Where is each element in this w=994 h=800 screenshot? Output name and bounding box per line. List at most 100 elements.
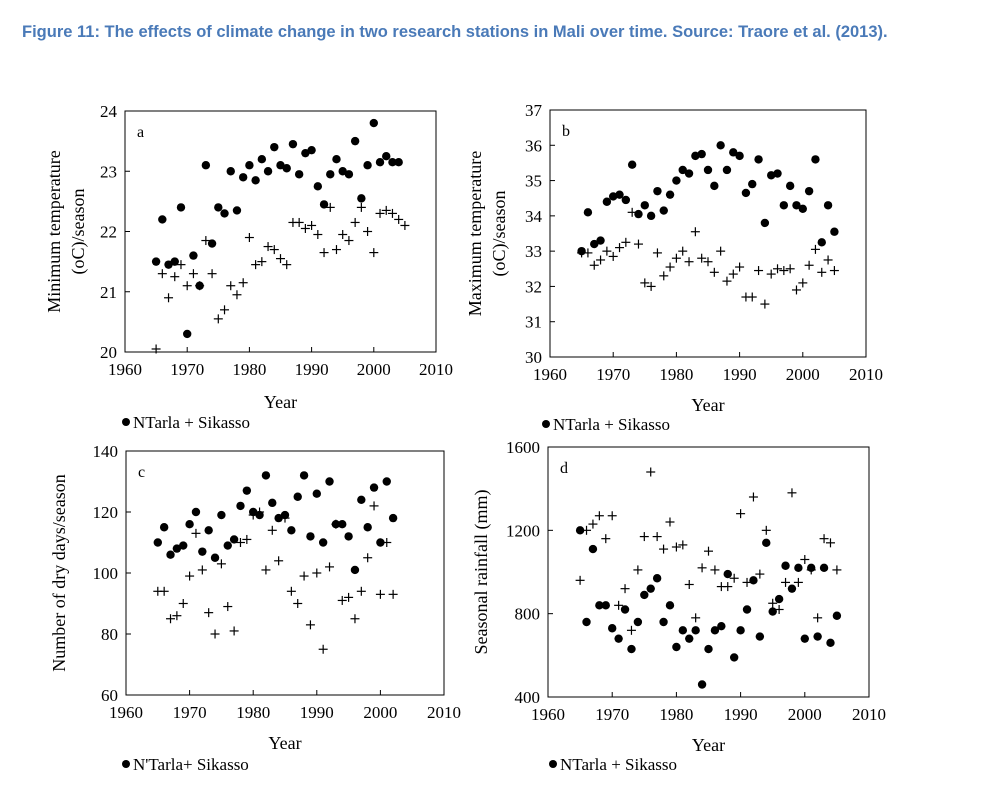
data-point-ntarla xyxy=(787,584,797,593)
legend-text: NTarla + Sikasso xyxy=(553,415,670,434)
data-point-ntarla xyxy=(232,206,242,215)
data-point-sikasso xyxy=(263,242,273,252)
data-point-sikasso xyxy=(261,565,271,575)
x-axis-title: Year xyxy=(692,735,725,755)
data-point-sikasso xyxy=(394,214,404,224)
data-point-sikasso xyxy=(185,571,195,581)
data-point-ntarla xyxy=(741,188,751,198)
data-point-sikasso xyxy=(602,246,612,256)
data-point-ntarla xyxy=(653,186,662,196)
y-tick-label: 80 xyxy=(101,625,118,644)
data-point-ntarla xyxy=(251,176,260,185)
data-point-sikasso xyxy=(832,565,842,575)
data-point-ntarla xyxy=(588,544,598,554)
y-tick-label: 400 xyxy=(515,688,541,707)
panel-letter: b xyxy=(562,123,570,140)
data-point-sikasso xyxy=(229,626,239,636)
data-point-ntarla xyxy=(301,148,310,158)
data-point-ntarla xyxy=(382,477,391,486)
data-point-ntarla xyxy=(633,617,643,627)
data-point-sikasso xyxy=(216,559,226,569)
data-point-ntarla xyxy=(210,553,220,562)
data-point-ntarla xyxy=(754,155,763,164)
panel-letter: d xyxy=(560,460,568,477)
data-point-ntarla xyxy=(736,626,745,635)
data-point-ntarla xyxy=(823,201,833,210)
data-point-sikasso xyxy=(594,511,604,521)
data-point-ntarla xyxy=(640,590,649,600)
x-axis-title: Year xyxy=(264,392,297,412)
data-point-ntarla xyxy=(640,201,649,210)
data-point-ntarla xyxy=(307,145,316,155)
data-point-sikasso xyxy=(344,592,354,602)
data-point-sikasso xyxy=(210,629,220,639)
data-point-ntarla xyxy=(697,149,706,159)
data-point-ntarla xyxy=(652,574,662,583)
data-point-sikasso xyxy=(313,230,323,240)
data-point-ntarla xyxy=(609,192,618,201)
data-point-ntarla xyxy=(223,541,232,550)
y-tick-label: 20 xyxy=(100,343,117,362)
data-point-ntarla xyxy=(595,601,604,610)
data-point-ntarla xyxy=(760,218,770,228)
data-point-ntarla xyxy=(762,538,771,548)
data-point-ntarla xyxy=(691,626,700,635)
data-point-ntarla xyxy=(729,148,738,157)
data-point-sikasso xyxy=(282,260,292,270)
data-point-ntarla xyxy=(382,151,391,161)
data-point-ntarla xyxy=(306,532,315,541)
data-point-ntarla xyxy=(774,594,784,604)
y-tick-label: 35 xyxy=(525,172,542,191)
data-point-sikasso xyxy=(817,267,827,277)
data-point-sikasso xyxy=(684,257,694,267)
data-point-ntarla xyxy=(615,190,624,199)
data-point-sikasso xyxy=(639,532,649,542)
data-point-ntarla xyxy=(214,203,223,212)
data-point-ntarla xyxy=(717,621,726,631)
y-tick-label: 37 xyxy=(525,101,543,120)
data-point-sikasso xyxy=(710,565,720,575)
data-point-ntarla xyxy=(684,169,694,178)
data-point-ntarla xyxy=(338,167,347,176)
data-point-ntarla xyxy=(166,550,175,559)
data-point-ntarla xyxy=(344,170,354,179)
data-point-ntarla xyxy=(748,179,757,189)
y-tick-label: 120 xyxy=(93,503,119,522)
data-point-sikasso xyxy=(286,586,296,596)
data-point-sikasso xyxy=(305,620,315,630)
data-point-sikasso xyxy=(779,266,789,276)
data-point-sikasso xyxy=(697,253,707,263)
data-point-sikasso xyxy=(583,248,593,258)
y-axis-title: (oC)/season xyxy=(68,189,89,275)
data-point-sikasso xyxy=(723,582,733,592)
data-point-ntarla xyxy=(596,236,605,245)
data-point-ntarla xyxy=(798,204,807,213)
data-point-ntarla xyxy=(189,251,198,260)
data-point-ntarla xyxy=(236,501,245,511)
data-point-sikasso xyxy=(344,236,354,246)
data-point-ntarla xyxy=(785,181,795,191)
data-point-ntarla xyxy=(817,238,826,247)
data-point-sikasso xyxy=(754,266,764,276)
x-tick-label: 1980 xyxy=(232,360,266,379)
plot-frame xyxy=(547,446,870,698)
data-point-sikasso xyxy=(338,230,348,240)
x-tick-label: 2000 xyxy=(788,705,822,724)
data-point-sikasso xyxy=(350,614,360,624)
x-tick-label: 1960 xyxy=(108,360,142,379)
data-point-ntarla xyxy=(198,547,207,556)
data-point-sikasso xyxy=(356,586,366,596)
data-point-ntarla xyxy=(350,136,360,146)
x-tick-label: 2000 xyxy=(363,703,397,722)
data-point-sikasso xyxy=(690,227,700,237)
legend-text: NTarla + Sikasso xyxy=(560,755,677,774)
data-point-ntarla xyxy=(704,644,713,654)
legend-dot-marker xyxy=(542,420,550,428)
data-point-ntarla xyxy=(226,167,235,176)
data-point-sikasso xyxy=(166,614,176,624)
data-point-sikasso xyxy=(294,217,304,227)
data-point-ntarla xyxy=(672,642,681,652)
